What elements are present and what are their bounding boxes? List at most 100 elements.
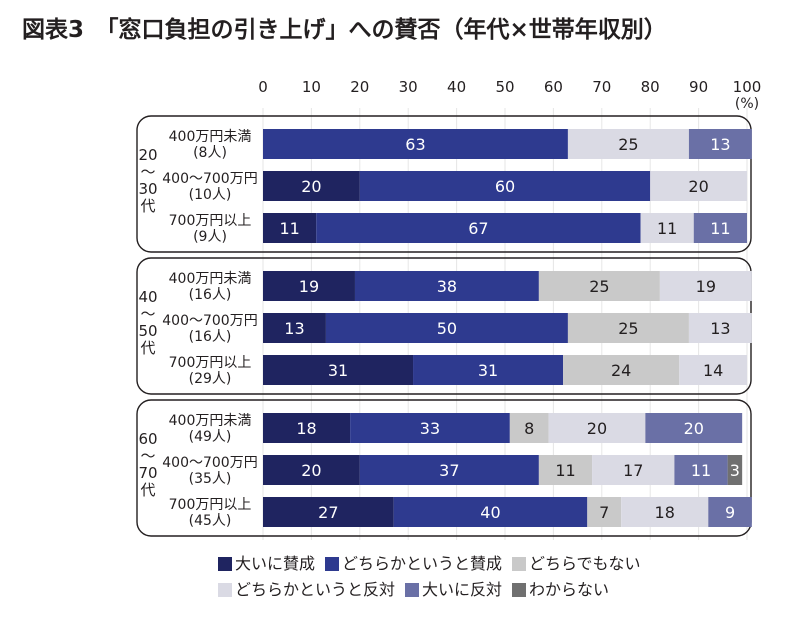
row-income-label: 400〜700万円 (162, 455, 257, 471)
data-label: 8 (524, 419, 534, 438)
bar-segment (263, 355, 414, 385)
bar-segment (263, 413, 351, 443)
legend-item: どちらでもない (512, 552, 641, 576)
data-label: 7 (599, 503, 609, 522)
bar-segment (263, 313, 326, 343)
data-label: 11 (691, 461, 711, 480)
bar-segment (263, 271, 355, 301)
legend-swatch (218, 557, 232, 571)
bar-segment (354, 271, 539, 301)
data-label: 31 (328, 361, 348, 380)
row-count-label: (49人) (189, 429, 232, 445)
x-tick-label: 70 (592, 78, 611, 96)
x-tick-label: 90 (689, 78, 708, 96)
bar-segment (316, 213, 641, 243)
data-label: 33 (420, 419, 440, 438)
data-label: 63 (405, 135, 425, 154)
x-tick-label: 60 (544, 78, 563, 96)
x-tick-label: 0 (258, 78, 268, 96)
bar-segment (263, 171, 360, 201)
bar-segment (693, 213, 747, 243)
row-count-label: (9人) (193, 229, 227, 245)
bar-segment (688, 313, 752, 343)
legend-item: どちらかというと反対 (218, 578, 395, 602)
row-income-label: 400〜700万円 (162, 313, 257, 329)
bar-segment (263, 455, 360, 485)
data-label: 13 (710, 135, 730, 154)
bar-segment (592, 455, 675, 485)
data-label: 31 (478, 361, 498, 380)
legend-item: わからない (512, 578, 609, 602)
row-count-label: (45人) (189, 513, 232, 529)
data-label: 19 (299, 277, 319, 296)
bar-segment (567, 129, 689, 159)
legend-swatch (405, 583, 420, 597)
group-bracket (136, 115, 752, 253)
bar-segment (679, 355, 747, 385)
legend-label: どちらかというと賛成 (342, 554, 503, 573)
data-label: 67 (468, 219, 488, 238)
group-age-label: 〜 (140, 447, 155, 465)
data-label: 20 (684, 419, 704, 438)
row-income-label: 400万円未満 (169, 271, 252, 287)
bar-segment (650, 171, 747, 201)
data-label: 38 (437, 277, 457, 296)
legend-label: どちらかというと反対 (235, 580, 396, 599)
row-count-label: (16人) (189, 329, 232, 345)
bar-segment (659, 271, 752, 301)
bar-segment (359, 171, 651, 201)
data-label: 37 (439, 461, 459, 480)
data-label: 27 (318, 503, 338, 522)
bar-segment (621, 497, 709, 527)
legend-swatch (512, 583, 527, 597)
data-label: 20 (688, 177, 708, 196)
x-tick-label: 10 (302, 78, 321, 96)
row-income-label: 700万円以上 (169, 497, 252, 513)
group-age-label: 〜 (140, 163, 155, 181)
bar-segment (263, 213, 317, 243)
legend-label: 大いに賛成 (235, 554, 316, 573)
row-count-label: (8人) (193, 145, 227, 161)
data-label: 11 (710, 219, 730, 238)
group-age-label: 70 (138, 464, 157, 482)
bar-segment (413, 355, 564, 385)
row-count-label: (35人) (189, 471, 232, 487)
group-age-label: 代 (140, 197, 155, 215)
data-label: 3 (730, 461, 740, 480)
data-label: 18 (655, 503, 675, 522)
bar-segment (263, 129, 568, 159)
data-label: 17 (623, 461, 643, 480)
group-age-label: 50 (138, 322, 157, 340)
data-label: 40 (480, 503, 500, 522)
data-label: 20 (301, 461, 321, 480)
group-age-label: 30 (138, 180, 157, 198)
data-label: 11 (555, 461, 575, 480)
data-label: 25 (618, 319, 638, 338)
legend-item: どちらかというと賛成 (325, 552, 502, 576)
bar-segment (640, 213, 694, 243)
legend-swatch (325, 557, 340, 571)
chart-title: 図表3 「窓口負担の引き上げ」への賛否（年代×世帯年収別） (22, 17, 667, 43)
data-label: 19 (696, 277, 716, 296)
x-tick-label: 80 (641, 78, 660, 96)
group-age-label: 代 (140, 481, 155, 499)
data-label: 9 (725, 503, 735, 522)
data-label: 13 (284, 319, 304, 338)
row-income-label: 700万円以上 (169, 213, 252, 229)
bar-segment (359, 455, 539, 485)
legend-swatch (218, 583, 232, 597)
legend-item: 大いに賛成 (218, 552, 315, 576)
row-income-label: 400万円未満 (169, 413, 252, 429)
group-age-label: 代 (140, 339, 155, 357)
x-tick-label: 50 (495, 78, 514, 96)
row-count-label: (10人) (189, 187, 232, 203)
data-label: 60 (495, 177, 515, 196)
data-label: 24 (611, 361, 631, 380)
bar-segment (548, 413, 646, 443)
data-label: 25 (589, 277, 609, 296)
group-age-label: 40 (138, 288, 157, 306)
legend-swatch (512, 557, 527, 571)
bar-segment (538, 271, 660, 301)
data-label: 50 (437, 319, 457, 338)
